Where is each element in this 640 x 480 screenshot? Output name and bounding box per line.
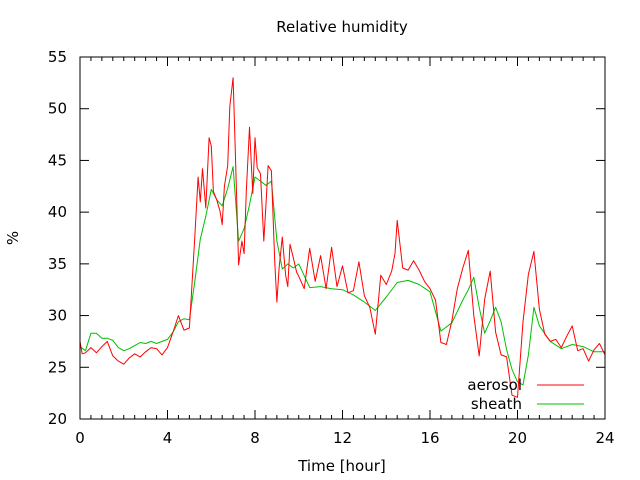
- x-axis-label: Time [hour]: [297, 457, 386, 475]
- y-tick-label: 35: [48, 255, 67, 273]
- series-line-aerosol: [79, 77, 606, 398]
- y-tick-label: 30: [48, 307, 67, 325]
- plot-frame: [79, 56, 606, 420]
- y-tick-label: 20: [48, 410, 67, 428]
- y-tick-label: 55: [48, 48, 67, 66]
- x-tick-label: 4: [163, 429, 173, 447]
- legend-label-aerosol: aerosol: [467, 376, 522, 394]
- x-tick-label: 0: [75, 429, 85, 447]
- x-tick-label: 12: [333, 429, 352, 447]
- legend-label-sheath: sheath: [471, 395, 522, 413]
- x-tick-label: 8: [250, 429, 260, 447]
- y-tick-label: 50: [48, 100, 67, 118]
- y-axis-label: %: [4, 231, 22, 245]
- chart-title: Relative humidity: [276, 18, 408, 36]
- series-layer: [79, 77, 606, 398]
- y-tick-label: 40: [48, 203, 67, 221]
- x-tick-label: 20: [508, 429, 527, 447]
- x-tick-label: 24: [595, 429, 614, 447]
- y-tick-label: 25: [48, 358, 67, 376]
- y-tick-label: 45: [48, 151, 67, 169]
- x-tick-label: 16: [420, 429, 439, 447]
- series-line-sheath: [79, 166, 605, 386]
- axis-ticks: 0 4 8 12 16 20 24 20 25 30 35 40 45 50 55: [48, 48, 615, 447]
